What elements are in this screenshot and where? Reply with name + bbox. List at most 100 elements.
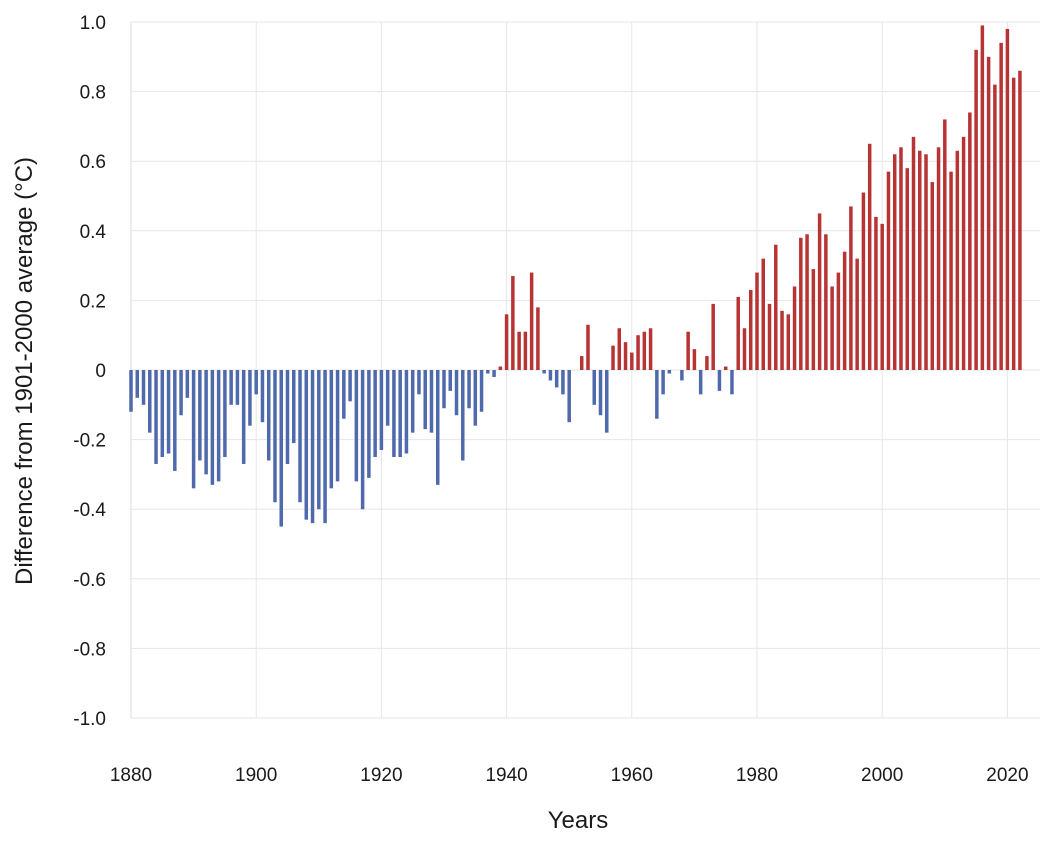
y-tick-label: -0.4 [73,500,106,521]
bar-1921 [385,370,390,426]
x-tick-label: 1920 [360,765,402,786]
bar-1980 [755,272,759,370]
bar-1896 [229,370,233,405]
bar-2014 [968,112,972,370]
bar-1895 [223,370,227,457]
bar-1974 [717,370,722,391]
bar-1940 [504,314,509,370]
bar-1905 [285,370,290,464]
bar-1949 [561,370,565,395]
bar-1907 [298,370,302,503]
bar-1937 [486,370,490,374]
bar-1952 [579,356,584,370]
bar-1948 [554,370,559,388]
bar-1919 [373,370,377,457]
bar-2009 [936,147,941,370]
bar-2006 [918,150,922,370]
bar-1939 [498,366,503,370]
bar-1958 [617,328,622,370]
bar-1898 [241,370,246,464]
bar-1929 [435,370,440,485]
bar-1910 [317,370,321,510]
bar-2013 [961,136,966,370]
x-tick-label: 1960 [611,765,653,786]
bar-1892 [204,370,208,475]
bar-1901 [260,370,265,423]
bar-1970 [692,349,697,370]
bar-1913 [335,370,340,482]
bar-1927 [423,370,427,430]
bar-1996 [855,258,859,370]
bar-1962 [642,331,647,370]
y-axis-title: Difference from 1901-2000 average (°C) [11,157,38,585]
bar-2020 [1005,28,1010,371]
bar-1883 [148,370,152,433]
bar-1959 [623,342,628,370]
y-tick-label: 0 [95,361,106,382]
bar-1977 [736,296,740,370]
bar-1999 [874,216,878,370]
bar-1885 [160,370,165,457]
bar-2001 [886,171,891,370]
bar-1979 [748,289,753,370]
bar-1987 [799,237,803,370]
bar-1928 [429,370,434,433]
bar-1882 [141,370,146,405]
bar-2003 [899,147,903,370]
bar-1994 [842,251,847,370]
bar-1947 [548,370,553,381]
bar-1917 [360,370,365,510]
bar-1975 [723,366,728,370]
bar-2011 [949,171,953,370]
bar-1942 [517,331,521,370]
bar-1956 [605,370,609,433]
bar-1916 [354,370,359,482]
x-tick-label: 1980 [736,765,778,786]
bar-1985 [786,314,791,370]
x-tick-label: 1940 [485,765,527,786]
bar-1897 [235,370,240,405]
bar-1930 [442,370,446,409]
bar-1884 [154,370,158,464]
bar-1902 [266,370,271,461]
bar-1954 [592,370,596,405]
bar-1887 [173,370,177,471]
bars [129,25,1022,527]
bar-2016 [980,25,985,370]
bar-1931 [448,370,453,391]
bar-1990 [817,213,822,370]
bar-1900 [254,370,258,395]
bar-1926 [417,370,421,395]
bar-1945 [536,307,540,370]
y-tick-label: 0.6 [80,152,106,173]
bar-1997 [861,192,866,370]
bar-1915 [348,370,352,402]
y-tick-label: -1.0 [73,709,106,730]
bar-1978 [742,328,747,370]
bar-1936 [479,370,484,412]
bar-1986 [792,286,797,370]
y-tick-label: -0.6 [73,570,106,591]
y-tick-labels: 1.0 0.8 0.6 0.4 0.2 0 -0.2 -0.4 -0.6 -0.8 -1.0 [73,13,106,730]
bar-1889 [185,370,190,398]
bar-1923 [398,370,402,457]
bar-2018 [993,84,997,370]
x-tick-labels: 1880 1900 1920 1940 1960 1980 2000 2020 [110,765,1029,786]
bar-2010 [943,119,947,370]
y-tick-label: 0.4 [80,222,107,243]
x-axis-title: Years [548,807,609,834]
bar-1914 [342,370,346,419]
bar-1920 [379,370,384,451]
bar-2002 [892,154,897,370]
bar-1906 [292,370,296,444]
bar-1957 [611,345,615,370]
bar-1911 [323,370,327,524]
bar-1969 [686,331,690,370]
bar-1964 [655,370,659,419]
bar-1899 [248,370,252,426]
bar-1934 [467,370,471,409]
bar-1992 [830,286,834,370]
bar-1981 [761,258,766,370]
bar-1965 [661,370,665,395]
bar-1995 [849,206,853,370]
